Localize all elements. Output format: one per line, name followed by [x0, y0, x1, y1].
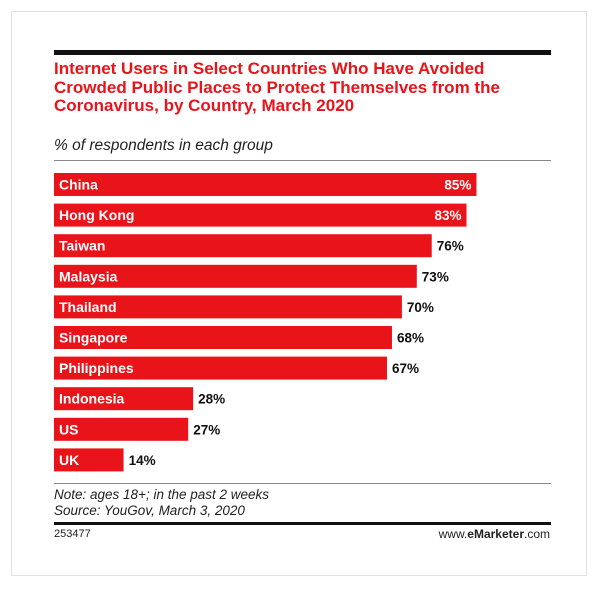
- value-label: 83%: [434, 208, 461, 223]
- bar-us: [54, 417, 189, 441]
- category-label: US: [59, 421, 78, 437]
- brand-name: eMarketer: [467, 527, 524, 541]
- category-label: Philippines: [59, 360, 134, 376]
- chart-frame: [11, 11, 587, 576]
- value-label: 85%: [444, 178, 471, 193]
- category-label: Singapore: [59, 330, 128, 346]
- chart-notes: Note: ages 18+; in the past 2 weeks Sour…: [54, 487, 269, 518]
- category-label: Thailand: [59, 299, 117, 315]
- value-label: 73%: [422, 269, 449, 284]
- value-label: 67%: [392, 361, 419, 376]
- brand-suffix: .com: [523, 527, 550, 541]
- bar-uk: [54, 448, 124, 472]
- bar-taiwan: [54, 234, 432, 258]
- category-label: Malaysia: [59, 268, 118, 284]
- note-text: Note: ages 18+; in the past 2 weeks: [54, 487, 270, 502]
- source-text: Source: YouGov, March 3, 2020: [54, 502, 245, 518]
- chart-title: Internet Users in Select Countries Who H…: [54, 59, 500, 115]
- chart-id: 253477: [54, 528, 91, 540]
- header-divider: [54, 160, 551, 161]
- footer-divider: [54, 483, 551, 484]
- category-label: China: [59, 177, 98, 193]
- category-label: UK: [59, 452, 79, 468]
- value-label: 76%: [437, 239, 464, 254]
- category-label: Taiwan: [59, 238, 105, 254]
- category-label: Indonesia: [59, 391, 125, 407]
- value-label: 27%: [193, 422, 220, 437]
- brand-url[interactable]: www.eMarketer.com: [439, 527, 550, 541]
- bottom-rule: [54, 522, 551, 525]
- value-label: 14%: [129, 453, 156, 468]
- bar-thailand: [54, 295, 402, 319]
- bar-hong-kong: [54, 203, 467, 227]
- brand-prefix: www.: [438, 527, 468, 541]
- bar-malaysia: [54, 264, 417, 288]
- value-label: 70%: [407, 300, 434, 315]
- bar-indonesia: [54, 387, 194, 411]
- value-label: 28%: [198, 392, 225, 407]
- category-label: Hong Kong: [59, 207, 134, 223]
- bar-china: [54, 173, 477, 196]
- top-rule: [54, 50, 551, 55]
- bar-philippines: [54, 356, 387, 380]
- value-label: 68%: [397, 331, 424, 346]
- bar-singapore: [54, 326, 392, 349]
- chart-subtitle: % of respondents in each group: [54, 137, 273, 154]
